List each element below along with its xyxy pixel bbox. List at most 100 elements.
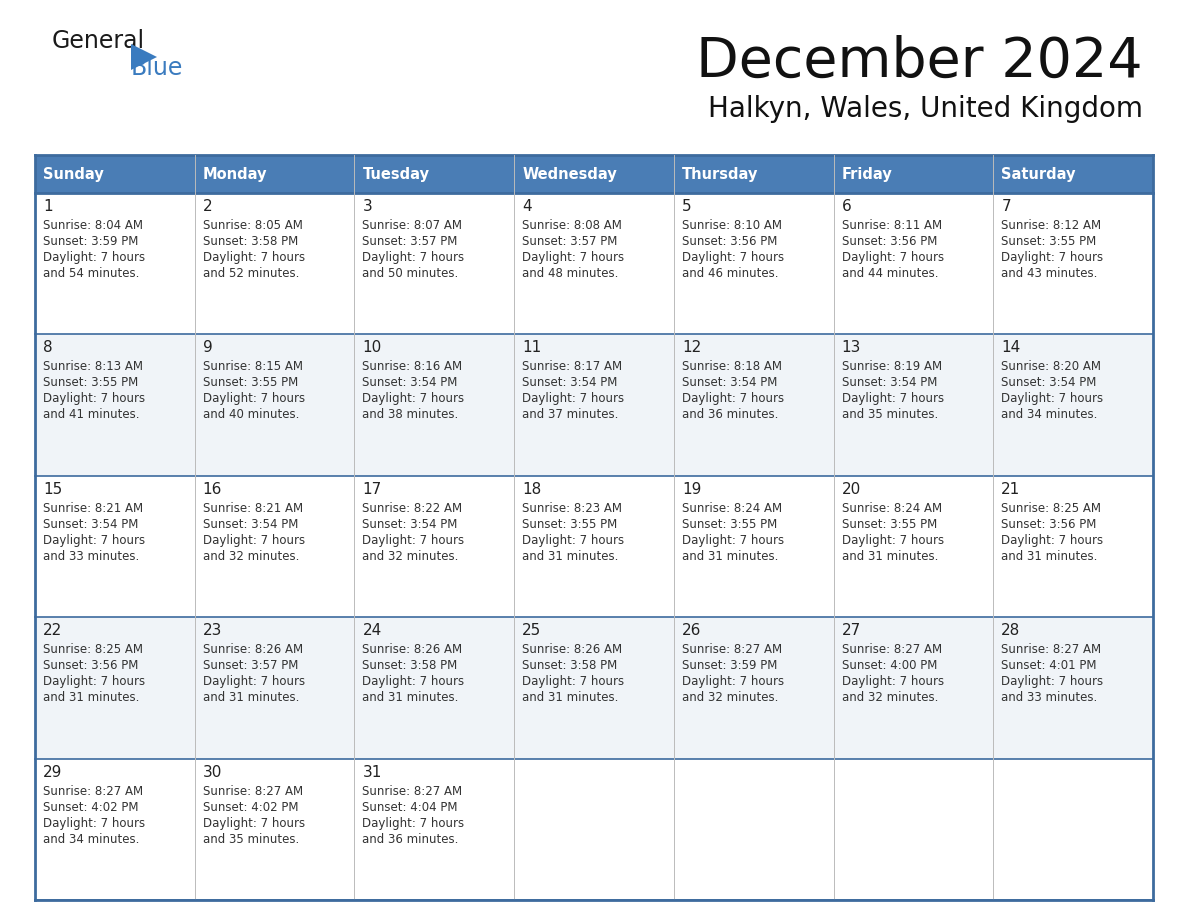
Text: General: General	[52, 29, 145, 53]
Text: Sunrise: 8:25 AM: Sunrise: 8:25 AM	[43, 644, 143, 656]
Text: Daylight: 7 hours: Daylight: 7 hours	[43, 392, 145, 406]
Bar	[34, 155, 195, 193]
Text: Sunrise: 8:19 AM: Sunrise: 8:19 AM	[841, 361, 942, 374]
Text: Sunrise: 8:13 AM: Sunrise: 8:13 AM	[43, 361, 143, 374]
Text: 7: 7	[1001, 199, 1011, 214]
Text: and 31 minutes.: and 31 minutes.	[523, 691, 619, 704]
Text: 20: 20	[841, 482, 861, 497]
Text: and 40 minutes.: and 40 minutes.	[203, 409, 299, 421]
Text: Daylight: 7 hours: Daylight: 7 hours	[682, 533, 784, 547]
Text: Sunset: 3:55 PM: Sunset: 3:55 PM	[682, 518, 777, 531]
Polygon shape	[131, 44, 157, 70]
Text: Daylight: 7 hours: Daylight: 7 hours	[523, 251, 624, 264]
Text: and 32 minutes.: and 32 minutes.	[203, 550, 299, 563]
Text: 23: 23	[203, 623, 222, 638]
Text: Sunrise: 8:20 AM: Sunrise: 8:20 AM	[1001, 361, 1101, 374]
Text: Sunset: 3:55 PM: Sunset: 3:55 PM	[203, 376, 298, 389]
Text: Daylight: 7 hours: Daylight: 7 hours	[841, 533, 943, 547]
Text: and 33 minutes.: and 33 minutes.	[1001, 691, 1098, 704]
Bar	[514, 155, 674, 193]
Text: Sunrise: 8:04 AM: Sunrise: 8:04 AM	[43, 219, 143, 232]
Text: Sunset: 3:56 PM: Sunset: 3:56 PM	[682, 235, 777, 248]
Text: and 44 minutes.: and 44 minutes.	[841, 267, 939, 280]
Text: Daylight: 7 hours: Daylight: 7 hours	[1001, 676, 1104, 688]
Text: Sunrise: 8:26 AM: Sunrise: 8:26 AM	[523, 644, 623, 656]
Text: Sunset: 3:59 PM: Sunset: 3:59 PM	[43, 235, 138, 248]
Text: Sunrise: 8:05 AM: Sunrise: 8:05 AM	[203, 219, 303, 232]
Text: 5: 5	[682, 199, 691, 214]
Text: Wednesday: Wednesday	[523, 166, 617, 182]
Text: 31: 31	[362, 765, 381, 779]
Text: Halkyn, Wales, United Kingdom: Halkyn, Wales, United Kingdom	[708, 95, 1143, 123]
Text: and 46 minutes.: and 46 minutes.	[682, 267, 778, 280]
Text: Daylight: 7 hours: Daylight: 7 hours	[43, 817, 145, 830]
Text: Daylight: 7 hours: Daylight: 7 hours	[362, 676, 465, 688]
Text: 2: 2	[203, 199, 213, 214]
Text: Daylight: 7 hours: Daylight: 7 hours	[1001, 533, 1104, 547]
Text: Sunset: 3:54 PM: Sunset: 3:54 PM	[43, 518, 138, 531]
Text: Sunrise: 8:18 AM: Sunrise: 8:18 AM	[682, 361, 782, 374]
Text: Sunset: 3:55 PM: Sunset: 3:55 PM	[43, 376, 138, 389]
Text: Sunset: 3:54 PM: Sunset: 3:54 PM	[841, 376, 937, 389]
Text: Sunrise: 8:21 AM: Sunrise: 8:21 AM	[43, 502, 143, 515]
Text: 14: 14	[1001, 341, 1020, 355]
Text: Friday: Friday	[841, 166, 892, 182]
Text: 10: 10	[362, 341, 381, 355]
Text: Tuesday: Tuesday	[362, 166, 429, 182]
Text: and 38 minutes.: and 38 minutes.	[362, 409, 459, 421]
Text: Daylight: 7 hours: Daylight: 7 hours	[43, 676, 145, 688]
Text: and 48 minutes.: and 48 minutes.	[523, 267, 619, 280]
Text: 8: 8	[43, 341, 52, 355]
Text: Sunset: 3:57 PM: Sunset: 3:57 PM	[203, 659, 298, 672]
Bar	[354, 155, 514, 193]
Text: Daylight: 7 hours: Daylight: 7 hours	[203, 392, 305, 406]
Text: Daylight: 7 hours: Daylight: 7 hours	[841, 676, 943, 688]
Text: Sunset: 3:54 PM: Sunset: 3:54 PM	[523, 376, 618, 389]
Text: Sunrise: 8:27 AM: Sunrise: 8:27 AM	[362, 785, 462, 798]
Bar	[834, 155, 993, 193]
Text: Sunrise: 8:17 AM: Sunrise: 8:17 AM	[523, 361, 623, 374]
Text: Sunrise: 8:22 AM: Sunrise: 8:22 AM	[362, 502, 462, 515]
Text: Sunrise: 8:21 AM: Sunrise: 8:21 AM	[203, 502, 303, 515]
Text: Sunrise: 8:27 AM: Sunrise: 8:27 AM	[203, 785, 303, 798]
Text: and 35 minutes.: and 35 minutes.	[841, 409, 937, 421]
Text: Sunset: 3:56 PM: Sunset: 3:56 PM	[43, 659, 138, 672]
Text: and 50 minutes.: and 50 minutes.	[362, 267, 459, 280]
Text: 13: 13	[841, 341, 861, 355]
Text: 26: 26	[682, 623, 701, 638]
Bar	[34, 758, 1154, 900]
Text: 27: 27	[841, 623, 861, 638]
Text: 16: 16	[203, 482, 222, 497]
Text: Sunset: 3:59 PM: Sunset: 3:59 PM	[682, 659, 777, 672]
Text: 15: 15	[43, 482, 62, 497]
Text: and 33 minutes.: and 33 minutes.	[43, 550, 139, 563]
Text: Sunrise: 8:27 AM: Sunrise: 8:27 AM	[682, 644, 782, 656]
Text: Daylight: 7 hours: Daylight: 7 hours	[841, 251, 943, 264]
Text: Sunset: 4:00 PM: Sunset: 4:00 PM	[841, 659, 937, 672]
Text: 28: 28	[1001, 623, 1020, 638]
Text: 21: 21	[1001, 482, 1020, 497]
Text: Daylight: 7 hours: Daylight: 7 hours	[523, 676, 624, 688]
Text: and 31 minutes.: and 31 minutes.	[841, 550, 939, 563]
Text: Sunset: 3:55 PM: Sunset: 3:55 PM	[523, 518, 618, 531]
Text: and 34 minutes.: and 34 minutes.	[1001, 409, 1098, 421]
Text: Saturday: Saturday	[1001, 166, 1076, 182]
Text: Daylight: 7 hours: Daylight: 7 hours	[523, 533, 624, 547]
Bar	[34, 476, 1154, 617]
Text: and 31 minutes.: and 31 minutes.	[682, 550, 778, 563]
Text: and 32 minutes.: and 32 minutes.	[682, 691, 778, 704]
Text: Sunrise: 8:10 AM: Sunrise: 8:10 AM	[682, 219, 782, 232]
Text: December 2024: December 2024	[696, 35, 1143, 89]
Text: Daylight: 7 hours: Daylight: 7 hours	[43, 251, 145, 264]
Text: and 31 minutes.: and 31 minutes.	[203, 691, 299, 704]
Text: Sunset: 4:04 PM: Sunset: 4:04 PM	[362, 800, 457, 813]
Text: Monday: Monday	[203, 166, 267, 182]
Text: Daylight: 7 hours: Daylight: 7 hours	[203, 676, 305, 688]
Text: and 54 minutes.: and 54 minutes.	[43, 267, 139, 280]
Text: Thursday: Thursday	[682, 166, 758, 182]
Text: 22: 22	[43, 623, 62, 638]
Text: Sunset: 3:54 PM: Sunset: 3:54 PM	[362, 376, 457, 389]
Text: Daylight: 7 hours: Daylight: 7 hours	[362, 392, 465, 406]
Text: Sunset: 4:02 PM: Sunset: 4:02 PM	[43, 800, 139, 813]
Text: Sunrise: 8:27 AM: Sunrise: 8:27 AM	[43, 785, 143, 798]
